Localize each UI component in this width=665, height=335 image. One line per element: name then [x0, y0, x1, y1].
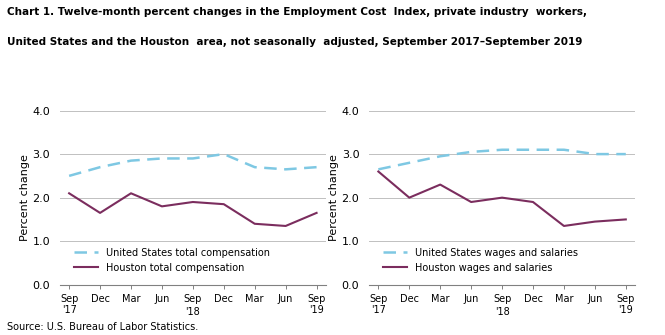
- Line: United States wages and salaries: United States wages and salaries: [378, 150, 626, 169]
- United States total compensation: [282, 167, 290, 171]
- Text: Chart 1. Twelve-month percent changes in the Employment Cost  Index, private ind: Chart 1. Twelve-month percent changes in…: [7, 7, 587, 17]
- Houston wages and salaries: [529, 200, 537, 204]
- United States wages and salaries: [591, 152, 599, 156]
- Line: Houston total compensation: Houston total compensation: [69, 193, 317, 226]
- United States total compensation: [96, 165, 104, 169]
- United States total compensation: [65, 174, 73, 178]
- Text: United States and the Houston  area, not seasonally  adjusted, September 2017–Se: United States and the Houston area, not …: [7, 37, 582, 47]
- United States wages and salaries: [560, 148, 568, 152]
- Houston wages and salaries: [560, 224, 568, 228]
- United States wages and salaries: [374, 167, 382, 171]
- Y-axis label: Percent change: Percent change: [19, 154, 30, 241]
- Text: '18: '18: [495, 308, 509, 317]
- Houston wages and salaries: [436, 183, 444, 187]
- Houston wages and salaries: [405, 196, 413, 200]
- United States total compensation: [158, 156, 166, 160]
- Text: '18: '18: [186, 308, 200, 317]
- Line: United States total compensation: United States total compensation: [69, 154, 317, 176]
- United States total compensation: [313, 165, 321, 169]
- United States wages and salaries: [405, 161, 413, 165]
- United States total compensation: [251, 165, 259, 169]
- United States total compensation: [127, 158, 135, 162]
- Houston total compensation: [96, 211, 104, 215]
- Houston total compensation: [220, 202, 228, 206]
- Houston total compensation: [251, 222, 259, 226]
- United States wages and salaries: [498, 148, 506, 152]
- United States wages and salaries: [467, 150, 475, 154]
- Houston wages and salaries: [622, 217, 630, 221]
- Houston total compensation: [313, 211, 321, 215]
- United States wages and salaries: [436, 154, 444, 158]
- Houston total compensation: [158, 204, 166, 208]
- Houston wages and salaries: [591, 220, 599, 224]
- Houston total compensation: [65, 191, 73, 195]
- Legend: United States total compensation, Houston total compensation: United States total compensation, Housto…: [70, 244, 274, 276]
- United States total compensation: [220, 152, 228, 156]
- Text: Source: U.S. Bureau of Labor Statistics.: Source: U.S. Bureau of Labor Statistics.: [7, 322, 198, 332]
- Houston total compensation: [189, 200, 197, 204]
- United States total compensation: [189, 156, 197, 160]
- Houston total compensation: [282, 224, 290, 228]
- United States wages and salaries: [622, 152, 630, 156]
- Legend: United States wages and salaries, Houston wages and salaries: United States wages and salaries, Housto…: [379, 244, 582, 276]
- Line: Houston wages and salaries: Houston wages and salaries: [378, 172, 626, 226]
- Houston wages and salaries: [498, 196, 506, 200]
- Houston wages and salaries: [374, 170, 382, 174]
- Houston wages and salaries: [467, 200, 475, 204]
- Houston total compensation: [127, 191, 135, 195]
- Y-axis label: Percent change: Percent change: [329, 154, 339, 241]
- United States wages and salaries: [529, 148, 537, 152]
